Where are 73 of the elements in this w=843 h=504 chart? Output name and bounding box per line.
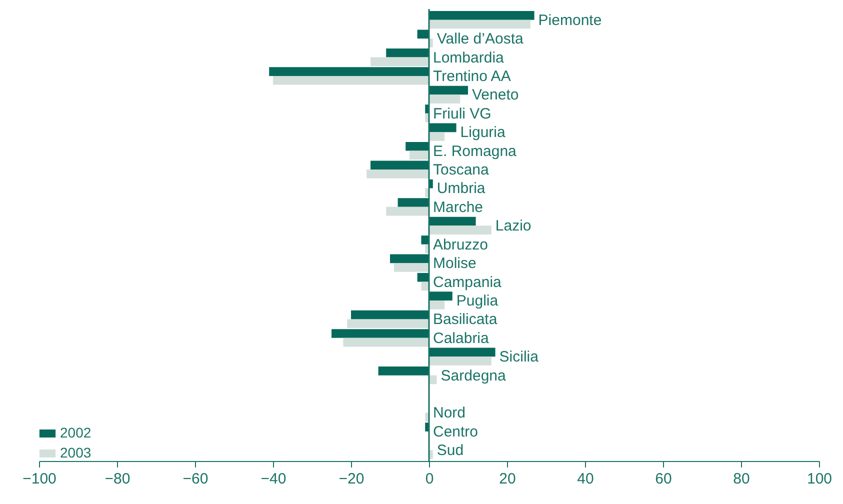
bar [429, 11, 534, 20]
y-tick-label: Basilicata [433, 311, 498, 328]
bar [410, 150, 429, 160]
x-tick-label: 100 [806, 470, 832, 488]
y-tick-label: Puglia [456, 292, 499, 310]
x-tick-label: −40 [260, 470, 286, 488]
y-tick-label: Abruzzo [433, 236, 488, 254]
bar [417, 272, 429, 282]
y-tick-label: Umbria [436, 180, 486, 198]
bar [429, 300, 445, 310]
bar [343, 338, 429, 347]
bar [429, 94, 460, 104]
bar [429, 356, 492, 366]
x-tick-label: 40 [577, 470, 594, 488]
legend-label: 2002 [60, 424, 92, 440]
x-tick-label: 0 [425, 470, 434, 488]
bar [386, 206, 429, 216]
bar [429, 86, 468, 95]
y-tick-label: Marche [433, 198, 484, 216]
bar [394, 263, 429, 272]
bar [398, 198, 429, 207]
x-tick-label: −100 [22, 470, 56, 488]
x-tick-label: 60 [655, 470, 672, 488]
bar [386, 48, 429, 58]
bar [332, 329, 429, 338]
bar [390, 254, 429, 264]
bar [429, 132, 445, 141]
x-tick-label: 20 [499, 470, 516, 488]
y-tick-label: Sud [436, 442, 464, 460]
bar [429, 123, 456, 132]
y-tick-label: Piemonte [538, 12, 602, 29]
bar [425, 422, 429, 432]
bar [366, 170, 429, 178]
bar [417, 30, 429, 39]
bar [425, 104, 429, 114]
bar [429, 20, 530, 29]
x-tick-label: −60 [182, 470, 208, 488]
y-tick-label: Lazio [495, 218, 532, 235]
y-tick-label: Lombardia [433, 49, 505, 66]
y-tick-label: E. Romagna [433, 142, 518, 160]
bar [273, 76, 429, 85]
bar [425, 412, 429, 422]
y-tick-label: Molise [433, 255, 476, 272]
x-tick-label: −20 [338, 470, 364, 488]
y-tick-label: Sardegna [440, 367, 507, 384]
y-tick-label: Campania [433, 274, 502, 291]
bar [370, 57, 429, 66]
y-tick-label: Valle d’Aosta [436, 30, 524, 48]
y-tick-label: Friuli VG [433, 105, 492, 122]
bar [378, 366, 429, 376]
bar [429, 216, 476, 226]
bar [406, 142, 429, 151]
y-tick-label: Toscana [433, 162, 490, 179]
bar [347, 319, 429, 328]
legend-label: 2003 [60, 444, 92, 460]
y-tick-label: Nord [433, 404, 466, 422]
bar [269, 67, 429, 76]
y-tick-label: Veneto [472, 86, 519, 104]
y-tick-label: Calabria [433, 330, 490, 347]
y-tick-label: Liguria [460, 124, 506, 142]
bar [421, 282, 429, 291]
bar [425, 188, 429, 198]
bar [429, 348, 496, 357]
bar [429, 226, 492, 234]
x-tick-label: 80 [733, 470, 750, 488]
bar [351, 310, 429, 320]
bar [370, 160, 429, 170]
x-tick-label: −80 [104, 470, 130, 488]
y-tick-label: Sicilia [499, 348, 540, 366]
y-tick-label: Centro [433, 423, 478, 440]
bar [429, 292, 452, 300]
bar [421, 236, 429, 244]
y-tick-label: Trentino AA [433, 68, 511, 85]
